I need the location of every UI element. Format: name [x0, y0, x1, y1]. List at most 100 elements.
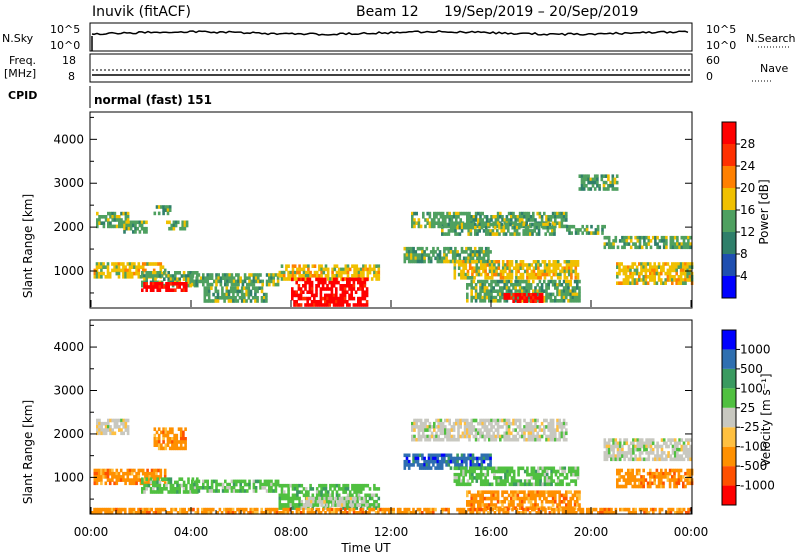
data-cell — [317, 303, 320, 307]
data-cell — [328, 507, 332, 512]
data-cell — [686, 275, 689, 279]
data-cell — [187, 507, 191, 512]
data-cell — [272, 273, 275, 277]
data-cell — [195, 479, 198, 484]
data-cell — [172, 220, 176, 225]
data-cell — [481, 418, 484, 423]
data-cell — [278, 493, 282, 498]
data-cell — [210, 482, 214, 487]
data-cell — [644, 268, 648, 273]
data-cell — [481, 289, 484, 293]
data-cell — [428, 221, 432, 225]
data-cell — [521, 289, 524, 293]
data-cell — [600, 177, 604, 182]
data-cell — [148, 262, 152, 266]
data-cell — [168, 208, 172, 212]
data-cell — [689, 454, 692, 458]
data-cell — [235, 273, 238, 277]
data-cell — [567, 272, 571, 277]
data-cell — [147, 271, 151, 275]
data-cell — [556, 421, 559, 426]
data-cell — [519, 482, 523, 487]
data-cell — [501, 493, 504, 498]
data-cell — [137, 262, 141, 266]
y-tick-label: 2000 — [53, 220, 84, 234]
data-cell — [527, 493, 531, 498]
data-cell — [534, 421, 537, 426]
data-cell — [664, 271, 667, 276]
data-cell — [91, 511, 94, 515]
data-cell — [556, 283, 559, 287]
data-cell — [494, 295, 498, 300]
data-cell — [678, 441, 681, 446]
data-cell — [576, 490, 579, 494]
data-cell — [180, 477, 184, 481]
data-cell — [185, 511, 189, 515]
data-cell — [479, 482, 483, 487]
data-cell — [510, 211, 513, 216]
data-cell — [287, 270, 290, 275]
data-cell — [445, 463, 448, 467]
data-cell — [295, 280, 298, 285]
data-cell — [496, 500, 500, 504]
data-cell — [645, 242, 648, 246]
data-cell — [168, 511, 171, 515]
data-cell — [178, 490, 181, 494]
data-cell — [252, 489, 256, 493]
data-cell — [148, 511, 151, 515]
data-cell — [482, 269, 485, 274]
data-cell — [204, 279, 207, 284]
data-cell — [532, 266, 536, 270]
data-cell — [616, 444, 620, 449]
data-cell — [468, 283, 471, 287]
data-cell — [138, 220, 142, 225]
data-cell — [548, 225, 552, 230]
data-cell — [433, 425, 436, 429]
data-cell — [675, 468, 678, 473]
data-cell — [516, 418, 520, 423]
data-cell — [108, 275, 112, 279]
data-cell — [457, 263, 461, 267]
data-cell — [422, 211, 425, 216]
data-cell — [224, 273, 227, 277]
data-cell — [455, 479, 459, 483]
data-cell — [523, 286, 526, 290]
data-cell — [329, 493, 332, 498]
data-cell — [496, 418, 500, 423]
data-cell — [167, 282, 170, 286]
data-cell — [561, 266, 564, 270]
data-cell — [134, 230, 137, 234]
data-cell — [649, 262, 652, 266]
data-cell — [184, 437, 187, 441]
data-cell — [123, 230, 126, 234]
data-cell — [551, 496, 555, 501]
data-cell — [300, 267, 304, 272]
data-cell — [519, 260, 523, 264]
data-cell — [230, 279, 234, 284]
data-cell — [464, 266, 468, 270]
data-cell — [476, 456, 479, 461]
data-cell — [537, 472, 540, 477]
data-cell — [132, 511, 136, 515]
data-cell — [351, 487, 354, 491]
data-cell — [432, 453, 435, 458]
data-cell — [307, 264, 310, 268]
data-cell — [483, 292, 487, 297]
data-cell — [629, 235, 633, 240]
data-cell — [135, 265, 138, 269]
data-cell — [525, 221, 528, 225]
data-cell — [643, 444, 646, 449]
data-cell — [480, 256, 484, 261]
data-cell — [347, 496, 351, 501]
data-cell — [554, 500, 557, 504]
data-cell — [182, 277, 186, 281]
data-cell — [665, 245, 668, 250]
data-cell — [503, 496, 506, 501]
data-cell — [625, 441, 629, 446]
data-cell — [578, 503, 581, 507]
data-cell — [313, 303, 316, 307]
data-cell — [298, 499, 301, 504]
data-cell — [146, 262, 149, 266]
data-cell — [348, 277, 351, 282]
data-cell — [603, 451, 607, 455]
